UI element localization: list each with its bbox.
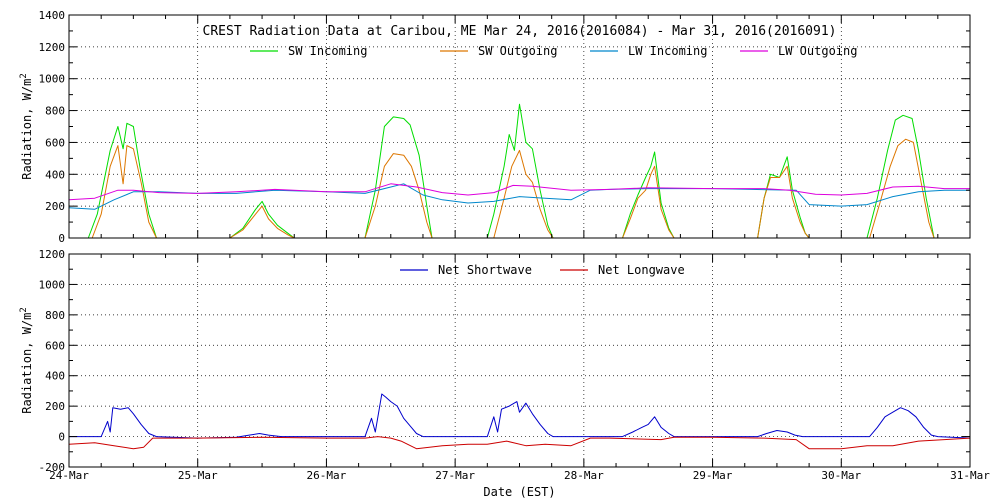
x-tick-label: 25-Mar — [178, 469, 218, 482]
legend-label: LW Incoming — [628, 44, 707, 58]
legend-label: Net Longwave — [598, 263, 685, 277]
y-tick-label: 1200 — [39, 248, 66, 261]
x-tick-label: 31-Mar — [950, 469, 990, 482]
x-tick-label: 30-Mar — [821, 469, 861, 482]
y-tick-label: 1200 — [39, 41, 66, 54]
y-tick-label: 1400 — [39, 9, 66, 22]
plot-frame — [68, 253, 971, 468]
y-tick-label: 400 — [45, 370, 65, 383]
panel-2: -200 0 200 400 600 800 1000 1200 24-Mar 25-Mar 26-… — [19, 248, 990, 499]
y-tick-label: 200 — [45, 400, 65, 413]
y-axis-label-exponent: 2 — [19, 307, 29, 312]
legend-label: SW Incoming — [288, 44, 367, 58]
y-axis-label: Radiation, W/m2 — [19, 73, 34, 180]
y-axis-label: Radiation, W/m2 — [19, 307, 34, 414]
panel-1: 0 200 400 600 800 1000 1200 1400 Radiation, W/m2… — [19, 9, 971, 245]
y-tick-label: 1000 — [39, 73, 66, 86]
legend-label: LW Outgoing — [778, 44, 857, 58]
series-line — [69, 103, 970, 239]
y-tick-label: 600 — [45, 136, 65, 149]
x-tick-label: 26-Mar — [307, 469, 347, 482]
y-tick-label: 800 — [45, 105, 65, 118]
y-tick-label: 200 — [45, 200, 65, 213]
x-tick-label: 24-Mar — [49, 469, 89, 482]
x-axis-label: Date (EST) — [483, 485, 555, 499]
y-tick-label: 800 — [45, 309, 65, 322]
y-tick-label: 400 — [45, 168, 65, 181]
y-tick-label: 0 — [58, 232, 65, 245]
legend-label: Net Shortwave — [438, 263, 532, 277]
x-tick-label: 27-Mar — [435, 469, 475, 482]
y-tick-label: 600 — [45, 339, 65, 352]
series-line — [68, 183, 970, 210]
legend-label: SW Outgoing — [478, 44, 557, 58]
y-axis-label-exponent: 2 — [19, 73, 29, 78]
chart-title: CREST Radiation Data at Caribou, ME Mar … — [203, 24, 837, 39]
x-tick-label: 28-Mar — [564, 469, 604, 482]
series-line — [68, 183, 970, 201]
x-tick-label: 29-Mar — [693, 469, 733, 482]
y-tick-label: 0 — [58, 431, 65, 444]
series-line — [69, 138, 970, 239]
y-tick-label: 1000 — [39, 278, 66, 291]
series-line — [69, 393, 971, 439]
y-tick-label: -200 — [39, 461, 66, 474]
series-line — [68, 436, 971, 450]
